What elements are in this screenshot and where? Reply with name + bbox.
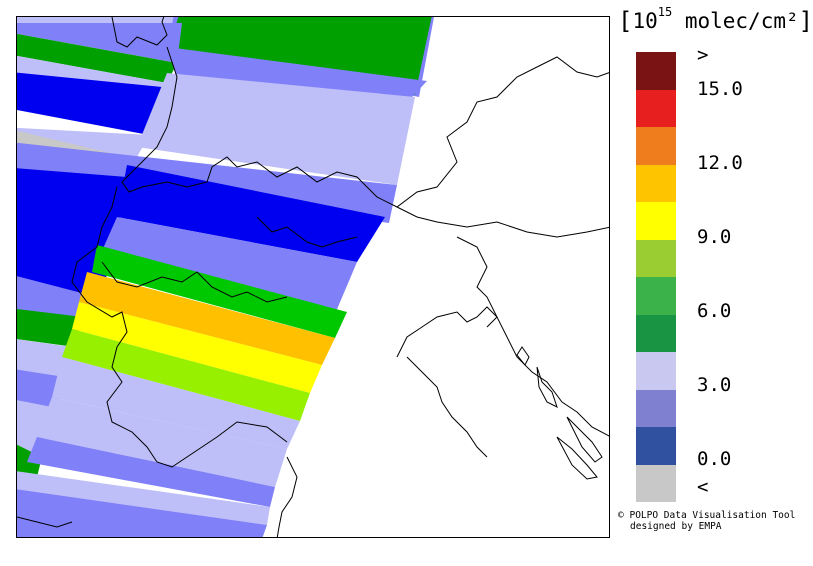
swath-row [37,397,287,487]
color-swatch [636,164,676,202]
swath-row [17,72,162,135]
island-outline [566,416,603,463]
island-outline [536,366,558,408]
coastline [396,306,609,437]
satellite-swath [17,17,434,537]
country-borders [17,17,609,537]
color-swatch [636,202,676,240]
border-line [111,17,168,48]
island-outline [556,436,598,480]
swath-row [17,489,267,537]
swath-row [17,23,182,63]
column-map[interactable] [17,17,610,538]
border-line [121,46,609,208]
swath-row [17,33,177,83]
coastline [17,516,73,528]
scale-tick-label: 9.0 [697,226,732,248]
copyright-icon: © [618,510,624,521]
swath-row [167,47,427,97]
island-outline [516,346,530,366]
color-swatch [636,464,676,502]
border-line [101,261,288,303]
color-swatch [636,52,676,90]
credit-line-1: © POLPO Data Visualisation Tool [618,510,796,521]
scale-tick-label: 0.0 [697,448,732,470]
scale-tick-label: 6.0 [697,300,732,322]
swath-row [17,308,83,347]
border-line [396,206,609,238]
swath-row [52,357,300,449]
scale-tick-label: 3.0 [697,374,732,396]
color-swatch [636,352,676,390]
legend-title: [1015 molec/cm²] [618,5,813,35]
map-panel[interactable] [16,16,610,538]
border-line [456,236,498,328]
swath-row [17,339,72,377]
color-swatch [636,389,676,427]
swath-row [62,329,310,421]
scale-tick-label: < [697,476,709,498]
coastline [276,456,298,537]
swath-row [17,127,149,157]
color-swatch [636,314,676,352]
coastline [406,356,488,458]
swath-row [72,302,322,393]
scale-tick-label: > [697,44,709,66]
color-swatch [636,277,676,315]
swath-row [97,217,357,314]
color-swatch [636,239,676,277]
swath-row [117,165,385,262]
swath-row [92,245,347,338]
swath-row [79,272,335,365]
scale-tick-label: 15.0 [697,78,743,100]
border-line [71,186,288,468]
credit-line-2: designed by EMPA [630,521,722,532]
swath-row [27,437,275,507]
scale-tick-label: 12.0 [697,152,743,174]
border-line [256,216,358,248]
color-swatch [636,89,676,127]
color-swatch [636,427,676,465]
swath-row [137,73,415,185]
color-scale-bar [636,52,676,502]
color-swatch [636,127,676,165]
swath-row [17,471,270,525]
